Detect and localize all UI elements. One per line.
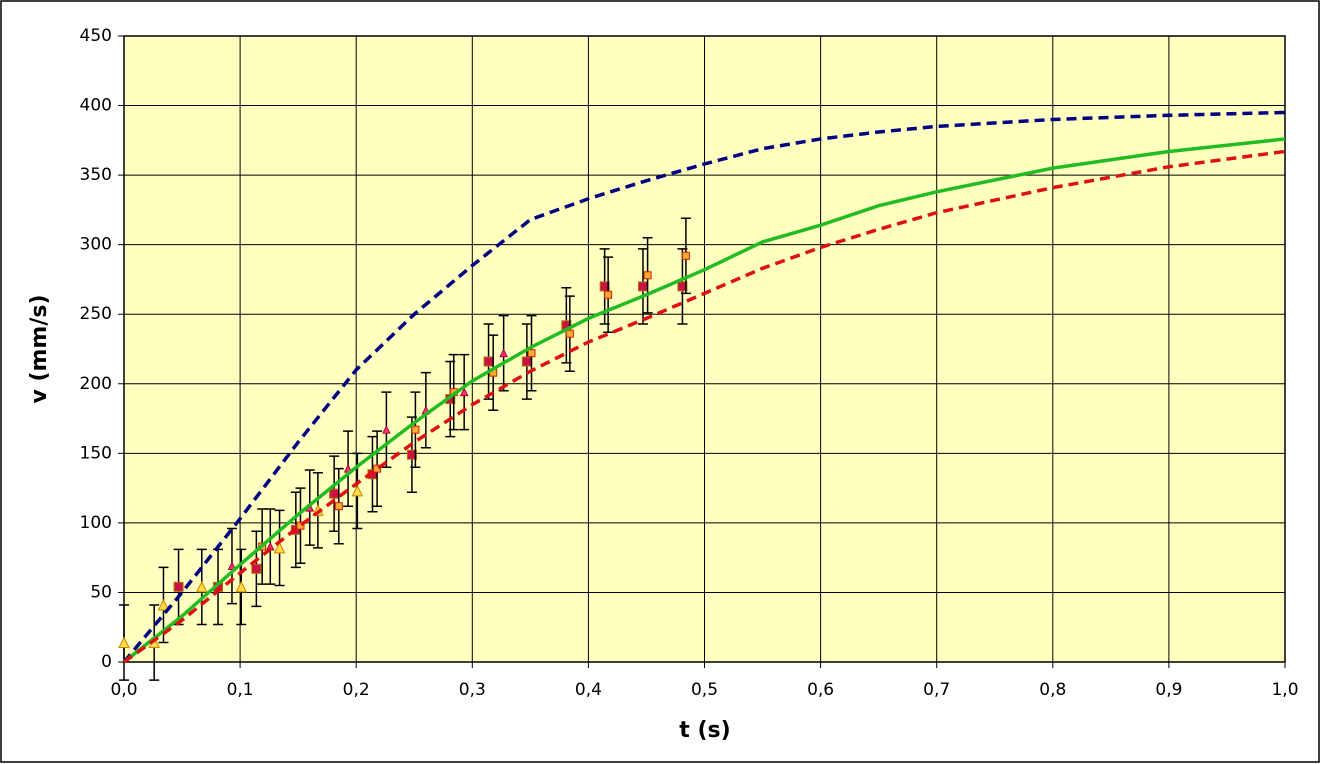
marker <box>382 425 391 434</box>
marker <box>195 580 208 593</box>
marker <box>329 488 340 499</box>
x-tick-label: 0,6 <box>807 680 834 700</box>
marker <box>527 349 536 358</box>
marker <box>499 348 508 358</box>
marker <box>681 251 690 260</box>
marker <box>677 281 688 292</box>
plot-border <box>123 35 1286 663</box>
x-tick-label: 0,4 <box>575 680 602 700</box>
y-tick-label: 50 <box>90 582 112 602</box>
marker <box>251 563 262 574</box>
x-tick-label: 0,1 <box>227 680 254 700</box>
marker <box>565 329 574 338</box>
marker <box>235 580 248 593</box>
y-tick-label: 200 <box>80 374 112 394</box>
y-tick-label: 450 <box>80 26 112 46</box>
x-tick-label: 0,8 <box>1039 680 1066 700</box>
marker <box>406 449 417 460</box>
curve <box>122 110 1286 664</box>
marker <box>273 541 286 554</box>
x-tick-label: 0,7 <box>923 680 950 700</box>
x-tick-label: 0,9 <box>1155 680 1182 700</box>
marker <box>173 581 184 592</box>
curve <box>122 149 1286 664</box>
marker <box>521 356 532 367</box>
x-tick-label: 0,0 <box>110 680 137 700</box>
y-tick-label: 300 <box>80 235 112 255</box>
marker <box>373 464 382 473</box>
y-tick-label: 350 <box>80 165 112 185</box>
y-tick-label: 250 <box>80 304 112 324</box>
x-tick-label: 0,5 <box>691 680 718 700</box>
curve <box>122 137 1286 664</box>
y-tick-label: 150 <box>80 443 112 463</box>
marker <box>334 502 343 511</box>
y-tick-label: 400 <box>80 96 112 116</box>
marker <box>483 356 494 367</box>
x-axis-title: t (s) <box>679 718 730 743</box>
x-tick-label: 0,3 <box>459 680 486 700</box>
marker <box>118 636 130 649</box>
y-axis-title: v (mm/s) <box>27 294 52 403</box>
marker <box>637 281 648 292</box>
marker <box>157 598 170 611</box>
y-tick-label: 100 <box>80 513 112 533</box>
x-tick-label: 1,0 <box>1271 680 1298 700</box>
marker <box>604 290 613 299</box>
x-tick-label: 0,2 <box>343 680 370 700</box>
marker <box>296 521 305 530</box>
y-tick-label: 0 <box>101 652 112 672</box>
marker <box>411 425 420 434</box>
marker <box>643 271 652 280</box>
marker <box>351 484 364 497</box>
marker <box>459 387 469 397</box>
